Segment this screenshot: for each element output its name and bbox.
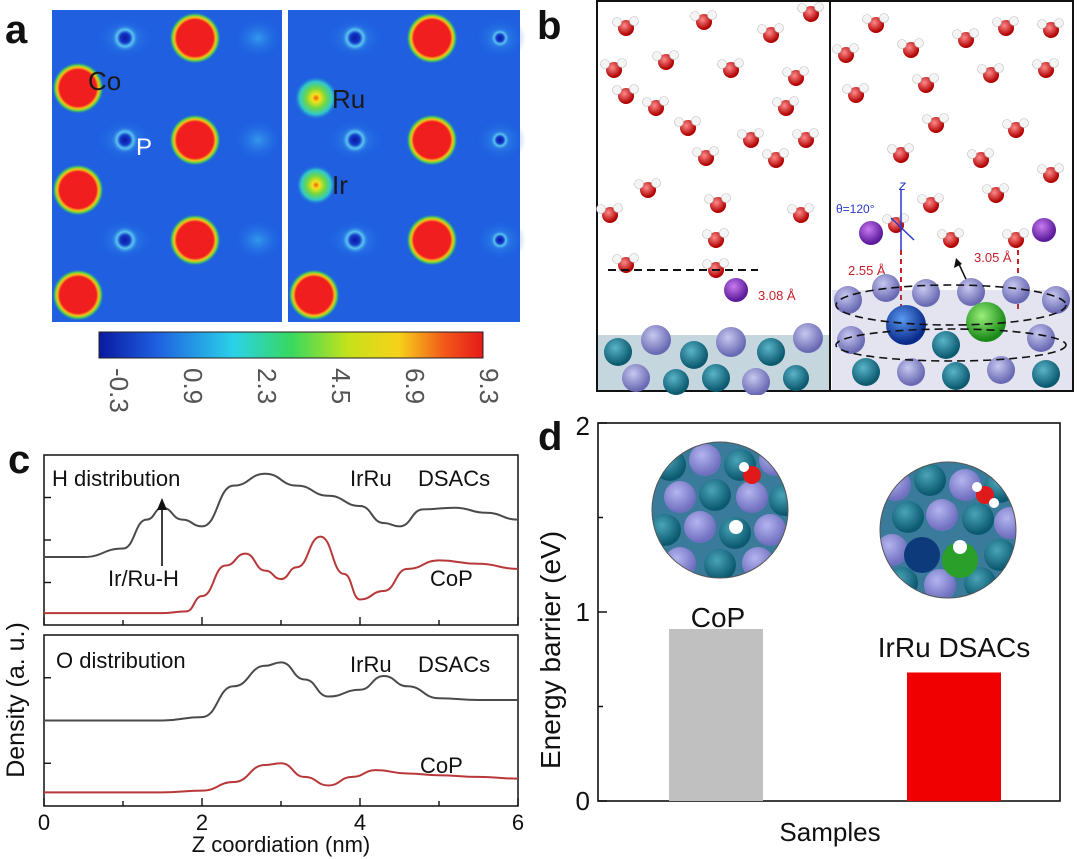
panel-letter-a: a (5, 8, 28, 52)
c-xlabel: Z coordiation (nm) (192, 832, 371, 857)
z-axis-label: z (898, 177, 906, 193)
colorbar-tick: 9.3 (474, 368, 504, 404)
c-top-ticks (43, 496, 519, 625)
c-top-label-cop: CoP (430, 566, 473, 591)
c-bottom-line-cop (43, 762, 519, 794)
ir-atom (886, 305, 926, 345)
bar-cop (669, 629, 763, 801)
bar-label-irru-dsacs: IrRu DSACs (878, 632, 1030, 663)
d-ytick: 0 (576, 786, 590, 816)
ion-right-2 (1032, 218, 1056, 242)
inset-irru-structure (880, 462, 1016, 598)
contour-map-left: Co P (52, 10, 284, 322)
d-ylabel: Energy barrier (eV) (535, 531, 566, 769)
bar-label-cop: CoP (691, 602, 745, 633)
c-top-label-dsacs: DSACs (418, 466, 490, 491)
c-bottom-ticks (43, 677, 519, 806)
c-top-line-irru (44, 472, 519, 558)
c-ylabel: Density (a. u.) (2, 622, 30, 778)
label-co: Co (88, 66, 121, 96)
distance-label-b: 3.05 Å (974, 250, 1012, 265)
panel-letter-d: d (538, 415, 563, 459)
contour-map-right: Ru Ir (288, 10, 526, 322)
c-xtick: 4 (354, 810, 366, 835)
c-bottom-title: O distribution (56, 648, 186, 673)
theta-label: θ=120° (836, 202, 875, 216)
colorbar-tick: 6.9 (400, 368, 430, 404)
d-ticks (598, 422, 607, 802)
colorbar-tick: 0.9 (178, 368, 208, 404)
panel-letter-c: c (8, 438, 31, 482)
d-ytick: 2 (576, 415, 590, 441)
colorbar: -0.3 0.9 2.3 4.5 6.9 9.3 (98, 331, 504, 413)
colorbar-tick: -0.3 (104, 368, 134, 413)
c-top-label-irru-h: Ir/Ru-H (108, 566, 179, 591)
c-bottom-label-dsacs: DSACs (418, 652, 490, 677)
label-p: P (136, 134, 152, 161)
label-ru: Ru (332, 84, 365, 114)
panel-b: 3.08 Å z θ=120° 2.55 Å 3.05 Å (596, 0, 1074, 395)
colorbar-tick: 2.3 (252, 368, 282, 404)
bar-irru-dsacs (907, 672, 1001, 801)
distance-label-a: 2.55 Å (848, 263, 886, 278)
panel-letter-b: b (537, 4, 562, 48)
arrowhead (157, 498, 167, 510)
ion-right-1 (859, 221, 883, 245)
colorbar-tick: 4.5 (326, 368, 356, 404)
ion-left (724, 278, 748, 302)
c-xtick: 6 (512, 810, 524, 835)
c-xtick: 0 (38, 810, 50, 835)
irru-surface-right (832, 274, 1072, 390)
c-top-title: H distribution (52, 466, 180, 491)
c-top-line-cop (43, 535, 519, 615)
inset-cop-structure (652, 442, 788, 578)
label-ir: Ir (332, 170, 348, 200)
panel-c: Density (a. u.) H distribution IrRu DSAC… (2, 454, 524, 857)
c-bottom-line-irru (44, 661, 518, 722)
distance-label: 3.08 Å (758, 288, 796, 303)
ru-atom (966, 302, 1006, 342)
d-xlabel: Samples (779, 817, 880, 847)
c-xtick: 2 (196, 810, 208, 835)
c-top-label-irru: IrRu (350, 466, 392, 491)
cop-surface-left (598, 323, 829, 395)
panel-d: Energy barrier (eV) 0 1 2 CoP IrRu (535, 415, 1061, 847)
c-bottom-label-irru: IrRu (350, 652, 392, 677)
c-bottom-label-cop: CoP (420, 753, 463, 778)
d-ytick: 1 (576, 597, 590, 627)
panel-a: Co P Ru Ir -0.3 0.9 2.3 4.5 6.9 (52, 10, 526, 413)
